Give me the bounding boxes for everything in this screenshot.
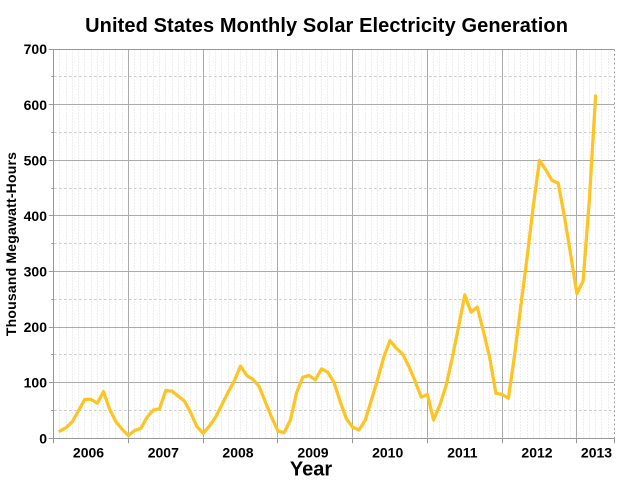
svg-text:2008: 2008 [222,445,253,461]
svg-text:United States Monthly Solar El: United States Monthly Solar Electricity … [85,15,568,37]
svg-text:2007: 2007 [148,445,179,461]
svg-text:Year: Year [290,459,332,480]
svg-text:2012: 2012 [521,445,552,461]
svg-text:0: 0 [39,430,47,446]
svg-text:2011: 2011 [447,445,478,461]
svg-text:100: 100 [24,375,48,391]
svg-text:200: 200 [24,319,48,335]
svg-text:2013: 2013 [581,445,612,461]
svg-text:2006: 2006 [73,445,104,461]
svg-text:500: 500 [24,152,48,168]
svg-text:600: 600 [24,97,48,113]
svg-text:2009: 2009 [297,445,328,461]
svg-text:Thousand Megawatt-Hours: Thousand Megawatt-Hours [3,152,19,336]
svg-text:700: 700 [24,41,48,57]
svg-text:2010: 2010 [372,445,403,461]
svg-text:400: 400 [24,208,48,224]
svg-text:300: 300 [24,264,48,280]
